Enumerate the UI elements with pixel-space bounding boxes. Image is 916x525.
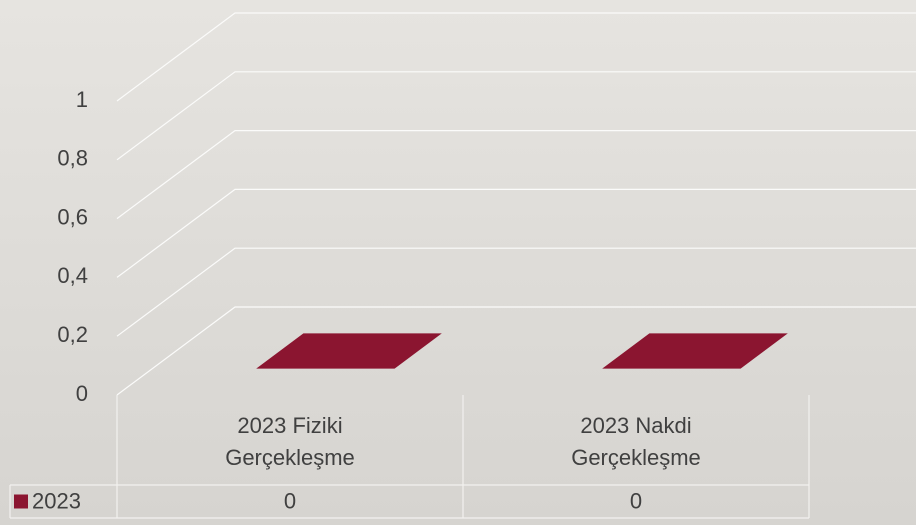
grid-line xyxy=(116,306,916,396)
table-value: 0 xyxy=(630,488,642,513)
bar-face xyxy=(256,333,442,369)
bar-face xyxy=(602,333,788,369)
x-tick-label: 2023 Fiziki Gerçekleşme xyxy=(225,413,355,470)
grid-line xyxy=(116,188,916,278)
y-tick-label: 1 xyxy=(76,87,88,112)
y-tick-label: 0,8 xyxy=(57,146,88,171)
y-tick-label: 0 xyxy=(76,381,88,406)
y-tick-label: 0,4 xyxy=(57,263,88,288)
grid-line xyxy=(116,247,916,337)
grid-line xyxy=(116,130,916,220)
table-value: 0 xyxy=(284,488,296,513)
y-tick-label: 0,2 xyxy=(57,322,88,347)
x-tick-label: 2023 Nakdi Gerçekleşme xyxy=(571,413,701,470)
y-tick-label: 0,6 xyxy=(57,204,88,229)
bar xyxy=(602,333,788,369)
legend-swatch xyxy=(14,494,28,509)
grid-line xyxy=(116,12,916,102)
bar xyxy=(256,333,442,369)
grid-line xyxy=(116,71,916,161)
legend-label: 2023 xyxy=(32,488,81,513)
